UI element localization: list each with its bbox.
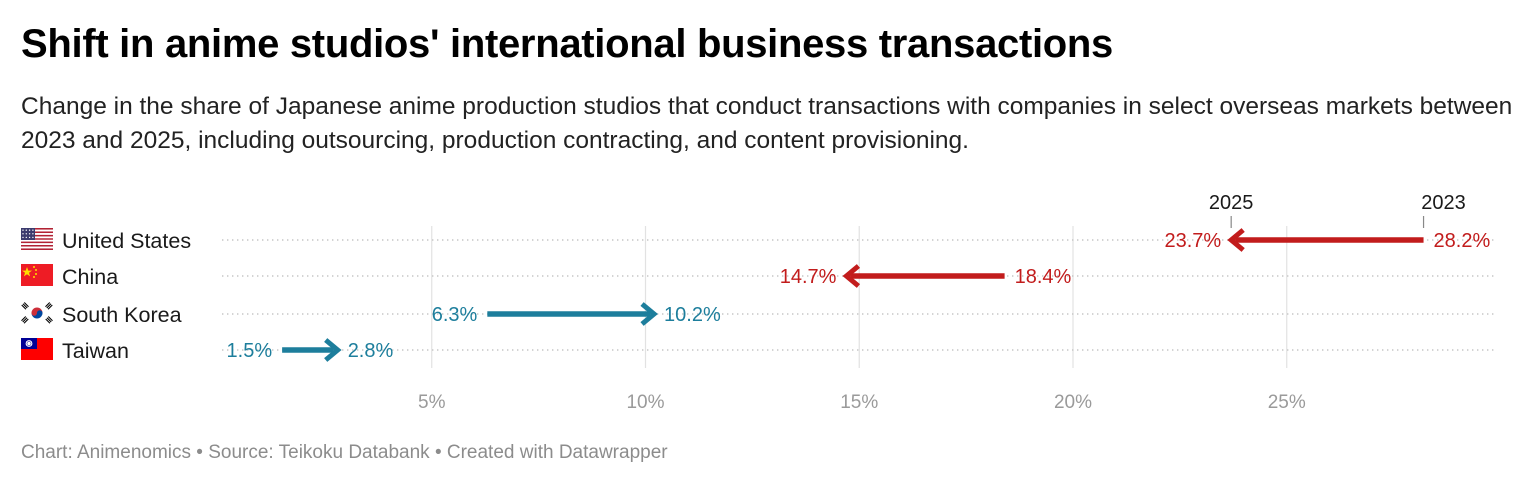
flag-trigram-bar [46, 317, 52, 323]
flag-star [25, 233, 27, 235]
taiwan-flag-icon [21, 338, 53, 360]
start-value-label: 28.2% [1434, 230, 1491, 252]
flag-star [22, 233, 24, 235]
country-label: China [62, 265, 118, 289]
flag-stripe [21, 248, 53, 250]
flag-trigram [21, 316, 29, 324]
flag-taeguk-dot [37, 310, 43, 316]
flag-star [32, 233, 34, 235]
flag-stripe [21, 231, 53, 234]
x-tick-label: 25% [1268, 392, 1306, 413]
flag-star [22, 229, 24, 231]
flag-trigram-bar [22, 317, 28, 323]
arrow-head [1227, 228, 1245, 252]
flag-stripe [21, 234, 53, 237]
x-tick-label: 10% [626, 392, 664, 413]
x-tick-label: 20% [1054, 392, 1092, 413]
flag-star [22, 236, 24, 239]
start-value-label: 18.4% [1015, 266, 1072, 288]
end-value-label: 14.7% [780, 266, 837, 288]
country-label: South Korea [62, 303, 182, 327]
arrow-head [640, 302, 658, 326]
flag-stripe [21, 233, 53, 235]
flag-trigram-bar [23, 302, 29, 308]
arrow-chart: 5% 10% 15% 20% 25% United States 28.2% 23.7% Chi… [21, 192, 1497, 413]
flag-star [32, 229, 34, 231]
end-value-label: 2.8% [348, 340, 394, 362]
chart-credits: Chart: Animenomics • Source: Teikoku Dat… [21, 442, 668, 463]
x-tick-label: 15% [840, 392, 878, 413]
south-korea-flag-icon [21, 302, 53, 324]
flag-trigram-bar [45, 318, 51, 324]
flag-trigram-bar [22, 303, 28, 309]
flag-star [25, 229, 27, 231]
year-label-end: 2025 [1209, 192, 1254, 214]
chart-subtitle: Change in the share of Japanese anime pr… [21, 93, 1513, 154]
flag-trigram-bar [45, 302, 51, 308]
flag-star [33, 266, 35, 268]
flag-stripe [21, 238, 53, 240]
flag-star [33, 276, 35, 278]
flag-trigram-bar [47, 304, 53, 310]
flag-trigram-bar [21, 316, 27, 322]
arrow-head [842, 264, 861, 288]
flag-trigram-bar [23, 318, 29, 324]
x-tick-label: 5% [418, 392, 446, 413]
flag-trigram-bar [47, 316, 53, 322]
flag-stripe [21, 229, 53, 232]
chart-title: Shift in anime studios' international bu… [21, 22, 1114, 66]
end-value-label: 10.2% [664, 304, 721, 326]
flag-stripe [21, 239, 53, 242]
flag-star [35, 273, 37, 275]
flag-stripe [21, 246, 53, 249]
country-label: Taiwan [62, 339, 129, 363]
flag-star [25, 236, 27, 239]
start-value-label: 1.5% [227, 340, 273, 362]
flag-star [22, 267, 32, 277]
flag-stripe [21, 228, 53, 230]
flag-star [35, 269, 37, 271]
flag-stripe [21, 243, 53, 245]
flag-trigram-bar [21, 304, 27, 310]
flag-sun-core [27, 341, 31, 346]
flag-canton [21, 228, 35, 240]
end-value-label: 23.7% [1164, 230, 1221, 252]
flag-stripe [21, 244, 53, 247]
arrow-head [324, 338, 342, 362]
flag-star [28, 236, 31, 239]
us-flag-icon [21, 228, 53, 250]
flag-trigram [21, 302, 29, 310]
flag-star [28, 233, 31, 235]
flag-taeguk-dot [31, 310, 37, 316]
flag-star [32, 236, 34, 239]
flag-field [21, 264, 53, 286]
year-label-start: 2023 [1421, 192, 1466, 214]
flag-trigram-bar [46, 303, 52, 309]
start-value-label: 6.3% [432, 304, 478, 326]
country-label: United States [62, 229, 191, 253]
flag-star [28, 229, 31, 231]
flag-trigram [45, 316, 53, 324]
flag-trigram [45, 302, 53, 310]
china-flag-icon [21, 264, 53, 286]
flag-stripe [21, 241, 53, 244]
flag-stripe [21, 236, 53, 239]
